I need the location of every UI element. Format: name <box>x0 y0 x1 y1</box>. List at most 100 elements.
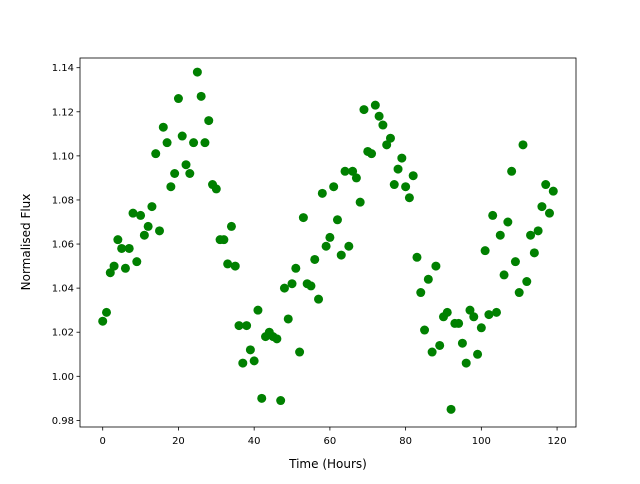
data-point <box>427 347 437 357</box>
data-point <box>245 345 255 355</box>
data-point <box>317 188 327 198</box>
data-point <box>378 120 388 130</box>
data-point <box>143 221 153 231</box>
data-point <box>382 140 392 150</box>
data-point <box>226 221 236 231</box>
x-tick-label: 120 <box>548 436 567 447</box>
data-point <box>533 226 543 236</box>
data-point <box>491 307 501 317</box>
x-tick-label: 100 <box>472 436 491 447</box>
data-point <box>518 140 528 150</box>
data-point <box>461 358 471 368</box>
data-point <box>291 263 301 273</box>
x-tick-label: 80 <box>399 436 412 447</box>
data-point <box>109 261 119 271</box>
data-point <box>507 166 517 176</box>
data-point <box>113 235 123 245</box>
x-tick-label: 60 <box>324 436 337 447</box>
data-point <box>249 356 259 366</box>
y-tick-label: 1.12 <box>52 107 74 118</box>
data-point <box>166 182 176 192</box>
y-axis: 0.98 1.00 1.02 1.04 1.06 1.08 1.10 1.12 1.14 <box>52 63 80 427</box>
data-point <box>431 261 441 271</box>
data-point <box>170 169 180 179</box>
data-point <box>238 358 248 368</box>
data-point <box>359 105 369 115</box>
data-point <box>374 111 384 121</box>
data-point <box>196 91 206 101</box>
data-point <box>385 133 395 143</box>
data-point <box>173 94 183 104</box>
data-point <box>503 217 513 227</box>
data-point <box>162 138 172 148</box>
data-point <box>192 67 202 77</box>
y-tick-label: 1.14 <box>52 63 74 74</box>
data-point <box>529 248 539 258</box>
data-point <box>476 323 486 333</box>
data-point <box>480 246 490 256</box>
data-point <box>488 210 498 220</box>
x-tick-label: 0 <box>100 436 106 447</box>
data-point <box>522 277 532 287</box>
data-point <box>124 243 134 253</box>
data-point <box>435 340 445 350</box>
data-point <box>325 232 335 242</box>
data-point <box>223 259 233 269</box>
data-point <box>287 279 297 289</box>
data-point <box>230 261 240 271</box>
y-tick-label: 1.02 <box>52 328 74 339</box>
y-tick-label: 1.08 <box>52 195 74 206</box>
data-point <box>355 197 365 207</box>
data-point <box>541 180 551 190</box>
data-point <box>351 173 361 183</box>
data-point <box>469 312 479 322</box>
data-point <box>200 138 210 148</box>
data-point <box>204 116 214 126</box>
data-points <box>98 67 558 414</box>
data-point <box>397 153 407 163</box>
data-point <box>442 307 452 317</box>
data-point <box>120 263 130 273</box>
data-point <box>219 235 229 245</box>
data-point <box>514 288 524 298</box>
data-point <box>136 210 146 220</box>
data-point <box>181 160 191 170</box>
data-point <box>416 288 426 298</box>
data-point <box>253 305 263 315</box>
data-point <box>234 321 244 331</box>
data-point <box>526 230 536 240</box>
data-point <box>495 230 505 240</box>
data-point <box>132 257 142 267</box>
data-point <box>283 314 293 324</box>
plot-frame <box>79 57 577 428</box>
data-point <box>314 294 324 304</box>
data-point <box>548 186 558 196</box>
data-point <box>446 404 456 414</box>
data-point <box>340 166 350 176</box>
data-point <box>128 208 138 218</box>
data-point <box>499 270 509 280</box>
data-point <box>158 122 168 132</box>
data-point <box>298 213 308 223</box>
data-point <box>98 316 108 326</box>
data-point <box>510 257 520 267</box>
data-point <box>404 193 414 203</box>
y-tick-label: 0.98 <box>52 416 74 427</box>
data-point <box>370 100 380 110</box>
data-point <box>242 321 252 331</box>
data-point <box>177 131 187 141</box>
data-point <box>310 254 320 264</box>
data-point <box>147 202 157 212</box>
data-point <box>457 338 467 348</box>
y-tick-label: 1.10 <box>52 151 74 162</box>
data-point <box>139 230 149 240</box>
x-tick-label: 20 <box>172 436 185 447</box>
data-point <box>544 208 554 218</box>
data-point <box>295 347 305 357</box>
y-tick-label: 1.00 <box>52 372 74 383</box>
data-point <box>393 164 403 174</box>
data-point <box>420 325 430 335</box>
data-point <box>155 226 165 236</box>
x-axis-label: Time (Hours) <box>288 457 367 471</box>
data-point <box>332 215 342 225</box>
